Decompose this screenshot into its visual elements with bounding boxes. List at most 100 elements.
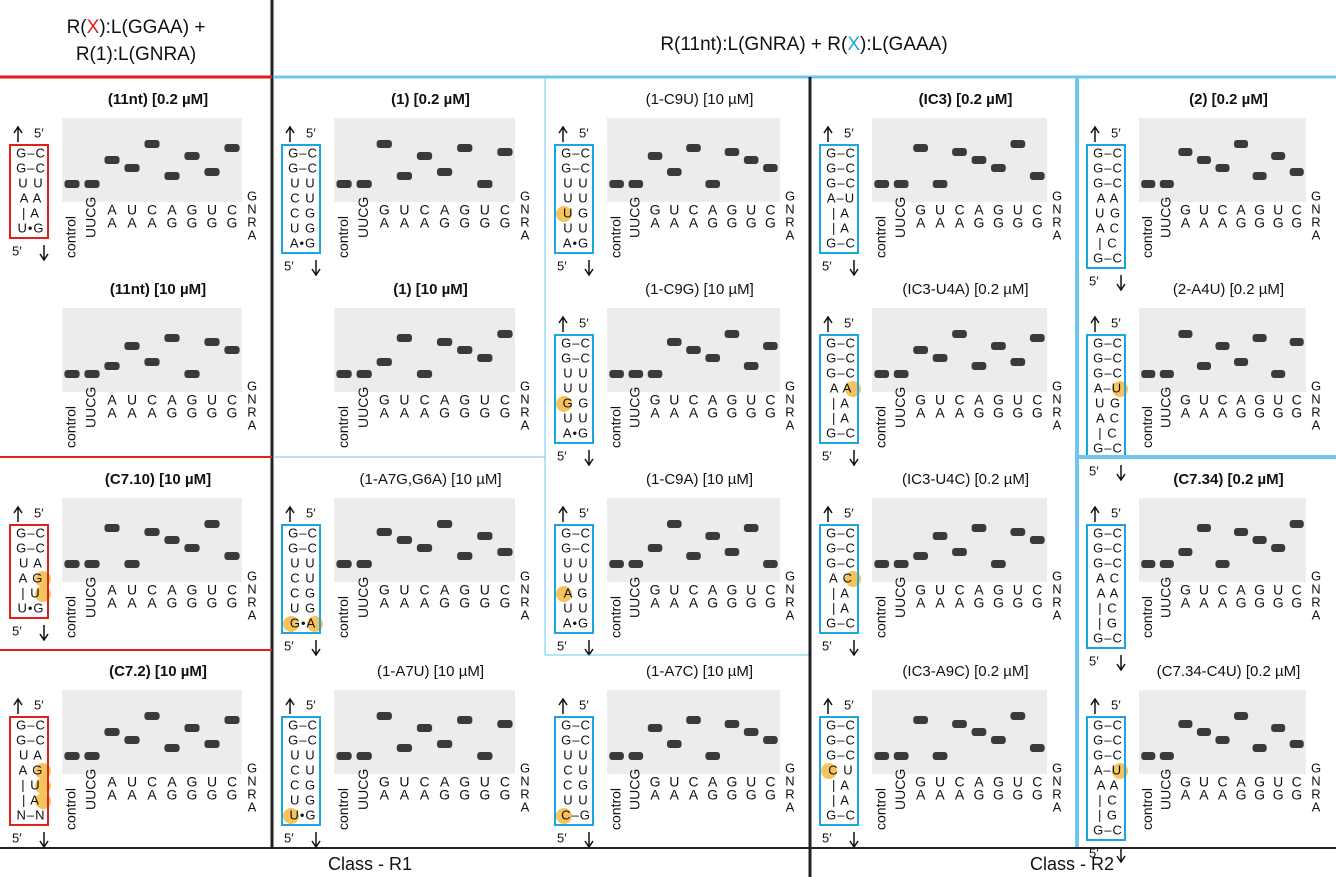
gel-band (1234, 528, 1248, 536)
panel-title: (1-C9U) [10 µM] (646, 91, 754, 108)
structure-row: U U (563, 220, 588, 235)
lane-label: G (993, 595, 1004, 611)
arrow (40, 625, 48, 640)
arrow (559, 317, 567, 332)
lane-label: G (1012, 215, 1023, 231)
gel-band (763, 736, 778, 744)
lane-label: G (227, 215, 238, 231)
lane-label: A (380, 787, 390, 803)
gel-band (1141, 370, 1155, 378)
gel-band (1197, 728, 1211, 736)
lane-label: A (786, 799, 795, 814)
five-prime: 5′ (844, 697, 854, 712)
lane-label: A (955, 595, 965, 611)
lane-label: UUCG (83, 577, 99, 618)
arrow (585, 832, 593, 847)
gel-band (894, 752, 909, 760)
gel-band (1141, 560, 1155, 568)
lane-label: G (1012, 595, 1023, 611)
lane-label: G (726, 405, 737, 421)
gel-band (1178, 548, 1192, 556)
arrow (14, 507, 22, 522)
arrow (286, 507, 294, 522)
structure-row: A–U (827, 190, 855, 205)
gel-band (991, 560, 1006, 568)
gel-band (377, 140, 392, 148)
lane-label: G (707, 787, 718, 803)
lane-label: A (1312, 227, 1321, 242)
gel-band (1271, 152, 1285, 160)
structure-row: | A (832, 395, 850, 410)
lane-label: control (335, 406, 351, 448)
structure-row: G–C (826, 350, 856, 365)
lane-label: A (916, 595, 926, 611)
gel-band (417, 370, 432, 378)
structure-row: C G (290, 777, 316, 792)
lane-label: UUCG (83, 769, 99, 810)
gel-band (417, 152, 432, 160)
structure-row: U•G (17, 220, 44, 235)
arrow (585, 260, 593, 275)
gel-band (952, 720, 967, 728)
gel-band (497, 720, 512, 728)
structure-row: G–C (16, 717, 46, 732)
structure-row: U U (290, 747, 315, 762)
lane-label: UUCG (355, 387, 371, 428)
structure-row: G–C (561, 717, 591, 732)
lane-label: A (420, 787, 430, 803)
lane-label: control (872, 406, 888, 448)
lane-label: G (765, 595, 776, 611)
gel-band (648, 724, 663, 732)
gel-band (477, 180, 492, 188)
lane-label: control (335, 216, 351, 258)
gel-band (1253, 172, 1267, 180)
gel (62, 308, 242, 392)
five-prime: 5′ (557, 448, 567, 463)
structure-row: C U (290, 570, 315, 585)
lane-label: G (167, 405, 178, 421)
structure-row: G–C (1093, 822, 1123, 837)
structure-row: C U (828, 762, 853, 777)
lane-label: A (670, 787, 680, 803)
gel-band (991, 736, 1006, 744)
lane-label: control (872, 788, 888, 830)
gel-band (667, 740, 682, 748)
arrow (286, 127, 294, 142)
lane-label: G (1291, 595, 1302, 611)
lane-label: G (973, 215, 984, 231)
five-prime: 5′ (1111, 697, 1121, 712)
gel-band (763, 164, 778, 172)
panels: (11nt) [0.2 µM]controlUUCGAAUACAAGGGUGCG… (10, 91, 1321, 862)
gel-band (933, 180, 948, 188)
structure-row: A C (1096, 410, 1120, 425)
gel-band (1178, 720, 1192, 728)
gel-band (874, 560, 889, 568)
arrow (286, 699, 294, 714)
figure: R(X):L(GGAA) + R(1):L(GNRA) R(11nt):L(GN… (0, 0, 1336, 877)
structure-row: U U (290, 175, 315, 190)
lane-label: A (127, 405, 137, 421)
structure-row: | A (22, 205, 40, 220)
structure-row: | A (832, 777, 850, 792)
lane-label: G (1236, 405, 1247, 421)
gel (872, 308, 1047, 392)
gel-band (497, 330, 512, 338)
structure-row: G–C (1093, 540, 1123, 555)
structure-row: G–C (1093, 747, 1123, 762)
gel-band (705, 532, 720, 540)
lane-label: G (726, 595, 737, 611)
lane-label: G (167, 215, 178, 231)
arrow (850, 640, 858, 655)
lane-label: A (1053, 227, 1062, 242)
lane-label: G (187, 405, 198, 421)
lane-label: A (1181, 787, 1191, 803)
arrow (850, 450, 858, 465)
lane-label: A (916, 215, 926, 231)
lane-label: A (147, 215, 157, 231)
structure-row: G–C (16, 540, 46, 555)
lane-label: G (439, 405, 450, 421)
structure-row: U U (563, 365, 588, 380)
structure-row: U•G (289, 807, 316, 822)
five-prime: 5′ (34, 505, 44, 520)
lane-label: G (973, 405, 984, 421)
